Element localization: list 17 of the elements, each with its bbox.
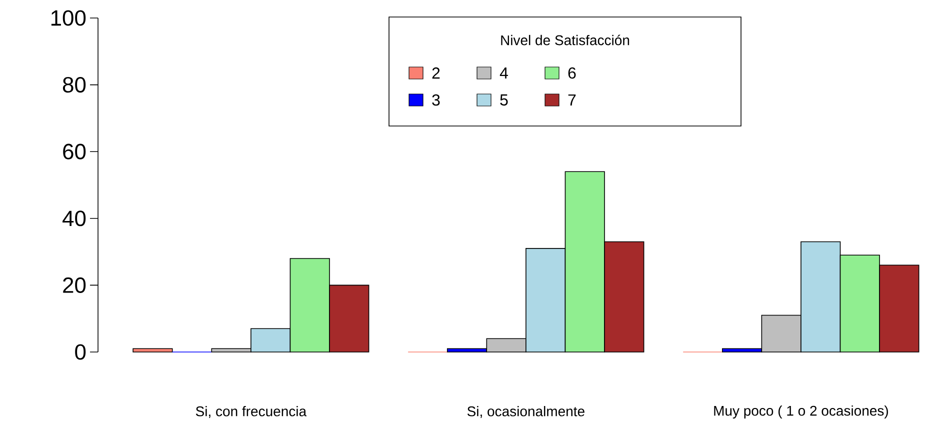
y-tick-label: 0: [75, 344, 86, 360]
y-tick-label: 20: [63, 277, 86, 293]
legend-label: 4: [500, 67, 508, 78]
legend-title: Nivel de Satisfacción: [501, 34, 630, 46]
legend-label: 3: [432, 94, 440, 106]
legend-label: 5: [500, 94, 508, 106]
legend-label: 7: [568, 94, 576, 106]
legend-label: 2: [432, 67, 440, 79]
y-tick-label: 100: [51, 10, 86, 26]
x-tick-label: Muy poco ( 1 o 2 ocasiones): [714, 405, 888, 419]
y-tick-label: 80: [62, 76, 86, 93]
x-tick-label: Si, con frecuencia: [196, 406, 307, 418]
x-tick-label: Si, ocasionalmente: [467, 406, 584, 418]
y-tick-label: 60: [63, 144, 86, 160]
bar: [132, 348, 173, 352]
y-tick-label: 40: [62, 210, 86, 226]
legend-label: 6: [568, 67, 576, 79]
